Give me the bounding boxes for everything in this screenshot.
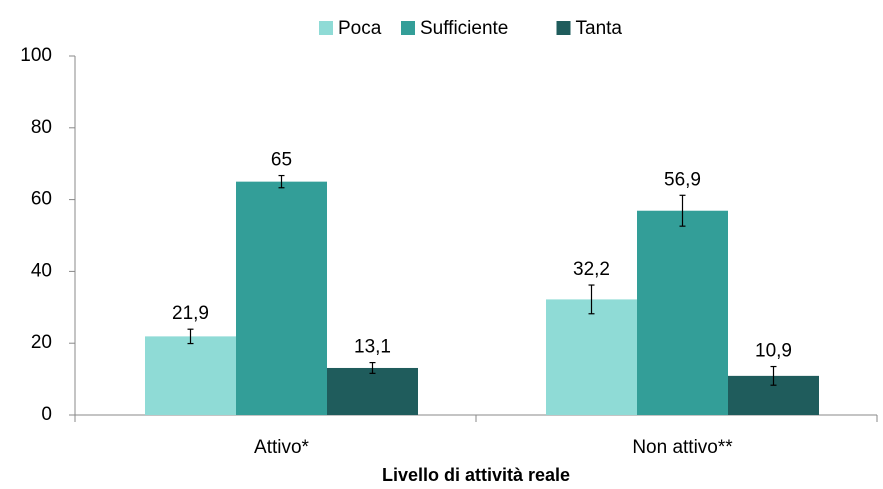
error-bar xyxy=(187,328,194,345)
bar xyxy=(236,181,327,415)
legend-swatch xyxy=(556,21,571,35)
data-label: 10,9 xyxy=(755,341,792,362)
y-tick-label: 80 xyxy=(31,117,52,138)
error-bar xyxy=(278,174,285,189)
error-bar xyxy=(369,361,376,374)
bar xyxy=(546,299,637,415)
error-bar xyxy=(770,365,777,386)
y-tick-label: 0 xyxy=(41,404,52,425)
data-label: 21,9 xyxy=(172,303,209,324)
error-bar xyxy=(588,284,595,315)
data-label: 13,1 xyxy=(354,337,391,358)
data-label: 65 xyxy=(271,150,292,171)
bar xyxy=(145,336,236,415)
legend-swatch xyxy=(401,21,415,35)
y-tick-label: 100 xyxy=(20,45,52,66)
error-bar xyxy=(679,194,686,227)
legend-swatch xyxy=(319,21,333,35)
bar xyxy=(327,367,418,415)
x-tick-label: Attivo* xyxy=(254,437,310,458)
x-tick-label: Non attivo** xyxy=(632,437,733,458)
legend-label: Tanta xyxy=(576,18,623,39)
legend-label: Poca xyxy=(338,18,382,39)
y-tick-label: 60 xyxy=(31,189,52,210)
y-tick-label: 40 xyxy=(31,260,52,281)
x-axis-title: Livello di attività reale xyxy=(382,465,570,485)
data-label: 56,9 xyxy=(664,169,701,190)
legend-label: Sufficiente xyxy=(420,18,508,39)
data-label: 32,2 xyxy=(573,259,610,280)
bar xyxy=(637,210,728,415)
y-tick-label: 20 xyxy=(31,332,52,353)
